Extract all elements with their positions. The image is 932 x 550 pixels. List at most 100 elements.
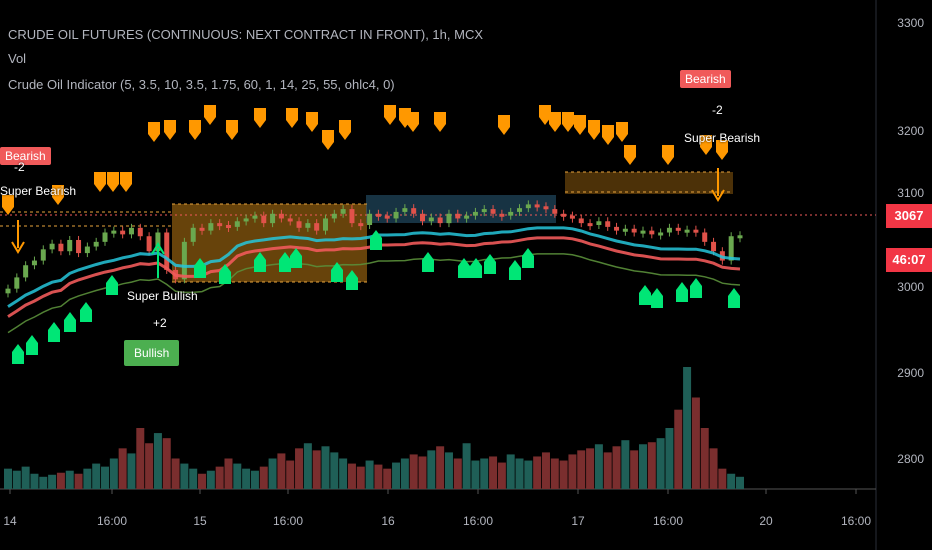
candle-body — [728, 236, 734, 261]
candle-body — [322, 218, 328, 231]
green-signal-marker — [522, 248, 534, 268]
volume-bar — [480, 458, 489, 489]
time-tick-label: 15 — [193, 514, 207, 528]
candle-body — [702, 232, 708, 242]
time-tick-label: 16:00 — [462, 514, 494, 528]
volume-bar — [312, 450, 321, 489]
candle-body — [349, 209, 355, 224]
price-tick-label: 2800 — [897, 452, 924, 466]
volume-bar — [418, 456, 427, 489]
green-signal-marker — [422, 252, 434, 272]
orange-signal-marker — [539, 105, 551, 125]
orange-signal-marker — [164, 120, 176, 140]
volume-bar — [250, 470, 259, 489]
volume-bar — [56, 472, 65, 489]
volume-bar — [559, 460, 568, 489]
candle-body — [525, 204, 531, 209]
candle-body — [596, 221, 602, 226]
candle-body — [67, 239, 73, 252]
volume-bar — [92, 463, 101, 489]
candle-body — [658, 232, 664, 236]
candle-body — [296, 221, 302, 228]
volume-bar — [374, 464, 383, 489]
volume-bar — [444, 452, 453, 489]
volume-bar — [303, 443, 312, 489]
volume-bar — [683, 367, 692, 489]
candle-body — [737, 235, 743, 239]
volume-bar — [533, 456, 542, 489]
countdown-badge: 46:07 — [886, 248, 932, 272]
volume-bar — [136, 428, 145, 489]
volume-bar — [83, 468, 92, 489]
candle-body — [517, 208, 523, 212]
volume-bar — [524, 460, 533, 489]
volume-bar — [268, 458, 277, 489]
green-signal-marker — [26, 335, 38, 355]
volume-bar — [638, 444, 647, 489]
orange-signal-marker — [148, 122, 160, 142]
candle-body — [508, 211, 514, 216]
candle-body — [693, 229, 699, 233]
volume-bar — [621, 440, 630, 489]
candle-body — [146, 236, 152, 252]
orange-signal-marker — [588, 120, 600, 140]
volume-bar — [74, 473, 83, 489]
volume-bar — [630, 450, 639, 489]
volume-bar — [21, 466, 30, 489]
volume-bar — [727, 473, 736, 489]
volume-bar — [145, 443, 154, 489]
volume-bar — [383, 468, 392, 489]
candle-body — [102, 232, 108, 242]
candle-body — [455, 213, 461, 219]
time-tick-label: 17 — [571, 514, 585, 528]
orange-signal-marker — [602, 125, 614, 145]
green-signal-marker — [290, 248, 302, 268]
volume-bar — [489, 456, 498, 489]
candle-body — [58, 243, 64, 252]
candle-body — [375, 213, 381, 217]
candle-body — [614, 226, 620, 231]
candle-body — [534, 204, 540, 208]
candle-body — [464, 215, 470, 219]
orange-signal-marker — [616, 122, 628, 142]
candle-body — [93, 241, 99, 247]
candle-body — [305, 223, 311, 228]
volume-legend-label[interactable]: Vol — [8, 51, 27, 66]
orange-signal-marker — [716, 140, 728, 160]
volume-bar — [550, 458, 559, 489]
price-tick-label: 3200 — [897, 124, 924, 138]
green-signal-marker — [80, 302, 92, 322]
volume-bar — [691, 397, 700, 489]
volume-bar — [259, 466, 268, 489]
green-signal-marker — [106, 275, 118, 295]
candle-body — [420, 213, 426, 222]
green-signal-marker — [64, 312, 76, 332]
candle-body — [155, 232, 161, 252]
indicator-legend-label[interactable]: Crude Oil Indicator (5, 3.5, 10, 3.5, 1.… — [8, 77, 395, 92]
volume-bar — [286, 460, 295, 489]
green-signal-marker — [346, 270, 358, 290]
signal-super-bearish-left: Super Bearish — [0, 184, 77, 198]
candle-body — [384, 215, 390, 219]
candle-body — [181, 241, 187, 280]
green-signal-marker — [690, 278, 702, 298]
signal-bullish-label: Bullish — [124, 340, 180, 366]
volume-bar — [700, 428, 709, 489]
candle-body — [111, 230, 117, 234]
candle-body — [481, 209, 487, 213]
volume-bar — [647, 442, 656, 489]
time-tick-label: 16:00 — [96, 514, 128, 528]
candle-body — [437, 217, 443, 224]
candle-body — [84, 246, 90, 254]
volume-bar — [436, 446, 445, 489]
green-signal-marker — [728, 288, 740, 308]
volume-bar — [215, 466, 224, 489]
last-price-badge: 3067 — [886, 204, 932, 228]
volume-bar — [356, 466, 365, 489]
candle-body — [128, 227, 134, 235]
signal-super-bullish: Super Bullish — [127, 289, 198, 303]
volume-bar — [541, 452, 550, 489]
volume-bar — [198, 473, 207, 489]
